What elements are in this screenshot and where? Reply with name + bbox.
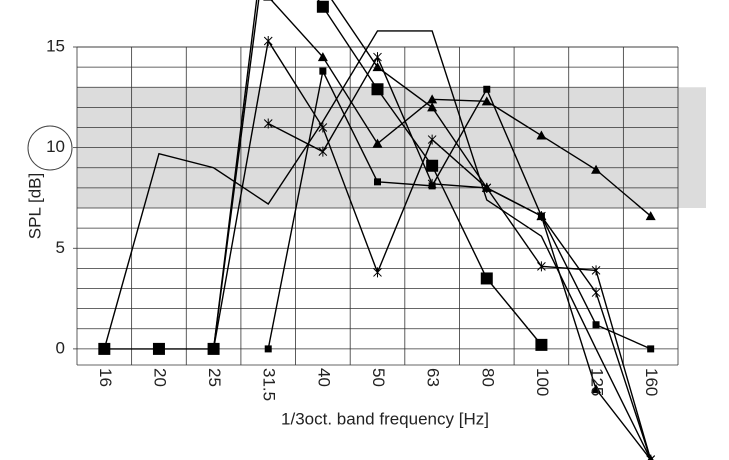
- y-axis-label: SPL [dB]: [25, 173, 44, 239]
- y-tick-label: 10: [46, 137, 65, 156]
- marker-triangle: [372, 138, 383, 148]
- x-tick-label: 25: [205, 368, 224, 387]
- marker-square: [152, 342, 165, 355]
- marker-star: [427, 178, 437, 189]
- marker-star: [263, 35, 273, 46]
- x-tick-label: 50: [369, 368, 388, 387]
- marker-square: [264, 345, 272, 353]
- marker-triangle: [208, 343, 219, 353]
- marker-triangle: [481, 182, 492, 192]
- series-lines: [98, 0, 656, 460]
- marker-square: [316, 0, 329, 13]
- marker-star: [263, 118, 273, 129]
- marker-triangle: [372, 62, 383, 72]
- y-tick-label: 5: [56, 238, 65, 257]
- y-tick-label: 0: [56, 338, 65, 357]
- marker-star: [427, 134, 437, 145]
- marker-star: [318, 122, 328, 133]
- marker-square: [535, 338, 548, 351]
- marker-triangle: [427, 102, 438, 112]
- marker-square: [480, 272, 493, 285]
- series-line: [270, 0, 652, 217]
- marker-square: [483, 85, 491, 93]
- marker-star: [537, 261, 546, 272]
- series-line: [267, 68, 651, 350]
- x-tick-label: 63: [424, 368, 443, 387]
- x-tick-label: 125: [588, 368, 607, 396]
- x-tick-label: 40: [314, 368, 333, 387]
- marker-triangle: [263, 0, 274, 1]
- marker-square: [647, 345, 655, 353]
- highlight-circle: [27, 125, 73, 171]
- marker-square: [592, 321, 600, 329]
- marker-triangle: [536, 130, 547, 140]
- marker-triangle: [317, 52, 328, 62]
- marker-square: [371, 83, 384, 96]
- marker-star: [591, 265, 601, 276]
- marker-star: [373, 52, 382, 63]
- y-tick-label: 15: [46, 36, 65, 55]
- marker-star: [591, 287, 601, 298]
- x-tick-label: 100: [533, 368, 552, 396]
- x-tick-label: 80: [478, 368, 497, 387]
- marker-triangle: [481, 96, 492, 106]
- x-axis-label: 1/3oct. band frequency [Hz]: [281, 409, 489, 428]
- marker-triangle: [591, 384, 602, 394]
- marker-triangle: [536, 211, 547, 221]
- series-line: [267, 55, 652, 460]
- marker-star: [318, 146, 328, 157]
- x-tick-label: 16: [96, 368, 115, 387]
- marker-triangle: [647, 454, 654, 460]
- x-tick-label: 20: [150, 368, 169, 387]
- marker-square: [319, 67, 327, 75]
- marker-triangle: [645, 211, 656, 221]
- marker-triangle: [591, 164, 602, 174]
- marker-square: [426, 159, 439, 172]
- x-tick-label: 31.5: [260, 368, 279, 401]
- marker-star: [373, 267, 382, 278]
- marker-triangle: [427, 94, 438, 104]
- marker-square: [374, 178, 381, 186]
- x-tick-label: 160: [642, 368, 661, 396]
